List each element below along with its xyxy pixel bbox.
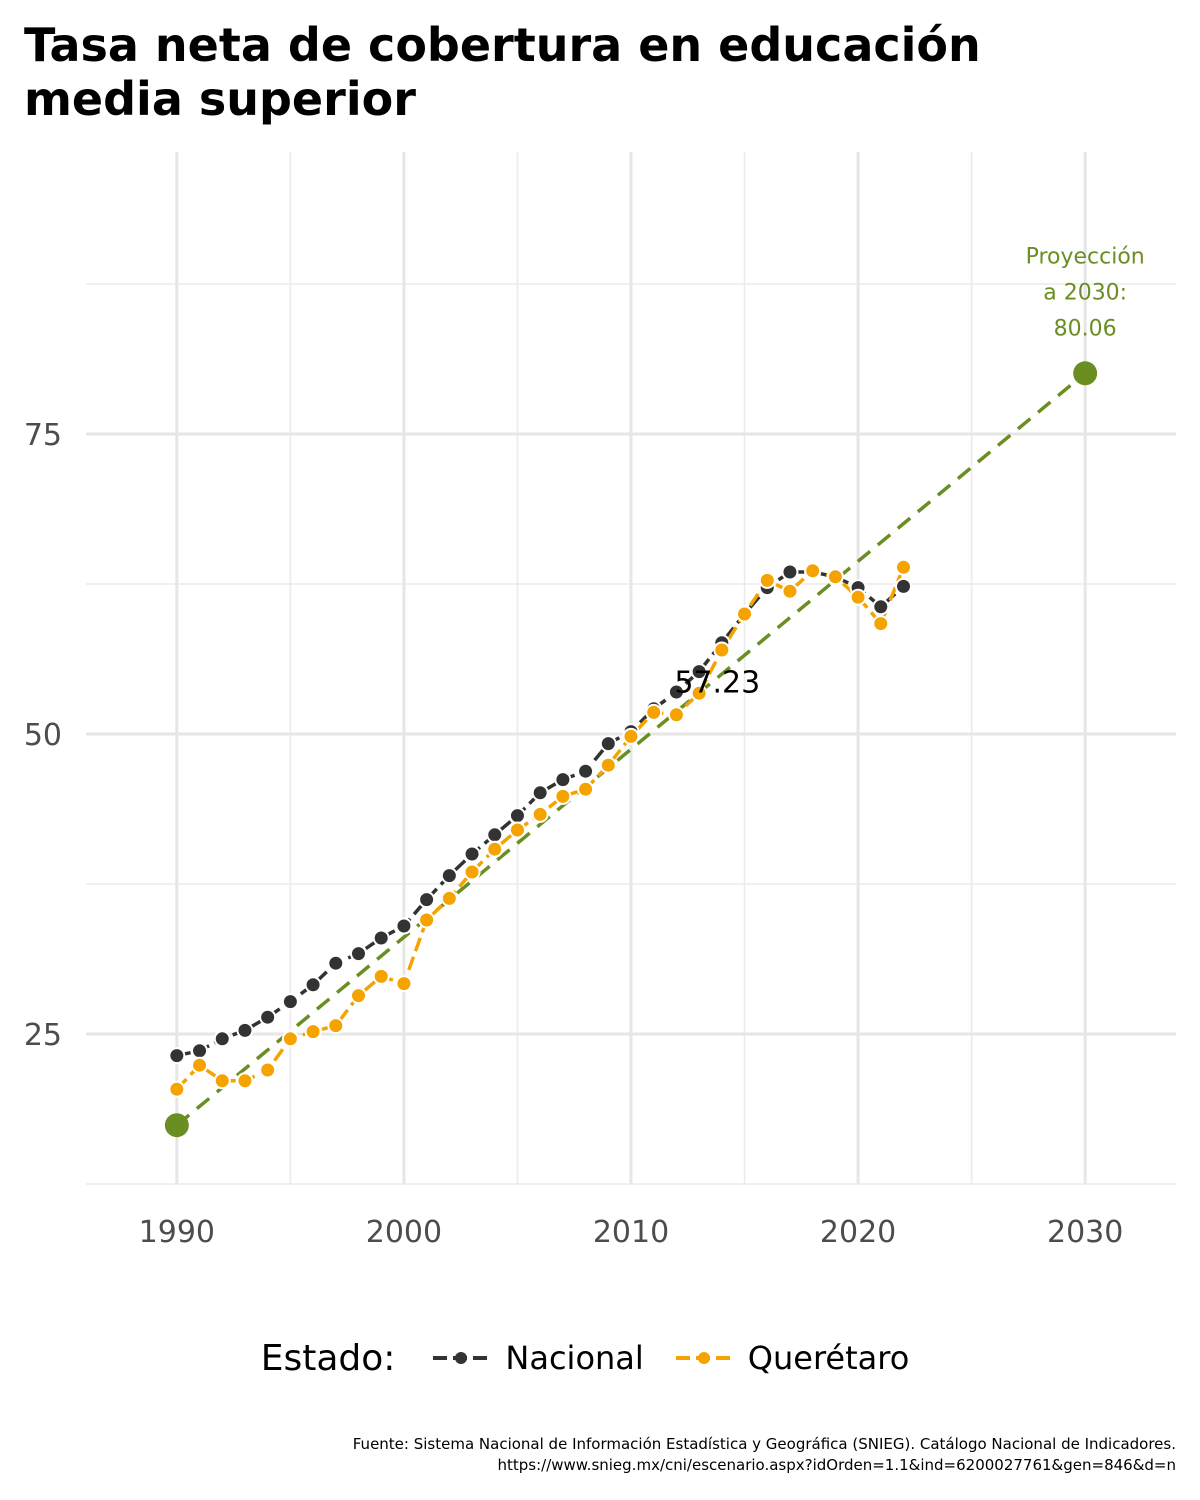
data-point-1 bbox=[372, 967, 390, 985]
data-point-0 bbox=[872, 598, 890, 616]
data-point-1 bbox=[781, 582, 799, 600]
series-line-1 bbox=[175, 566, 906, 1091]
data-point-1 bbox=[758, 571, 776, 589]
legend-label-queretaro: Querétaro bbox=[747, 1339, 910, 1377]
data-point-1 bbox=[690, 684, 708, 702]
caption-line-1: Fuente: Sistema Nacional de Información … bbox=[352, 1435, 1176, 1453]
data-point-0 bbox=[781, 563, 799, 581]
projection-start-point bbox=[164, 1113, 189, 1138]
legend-entry-nacional: Nacional bbox=[431, 1339, 644, 1377]
projection-end-point bbox=[1073, 361, 1098, 386]
data-point-1 bbox=[304, 1023, 322, 1041]
data-point-0 bbox=[236, 1021, 254, 1039]
source-caption: Fuente: Sistema Nacional de Información … bbox=[26, 1434, 1176, 1476]
x-tick-label: 2020 bbox=[820, 1215, 896, 1250]
series bbox=[168, 558, 912, 1098]
data-point-0 bbox=[372, 929, 390, 947]
data-point-0 bbox=[508, 807, 526, 825]
data-point-1 bbox=[554, 787, 572, 805]
data-point-1 bbox=[577, 780, 595, 798]
data-point-1 bbox=[804, 562, 822, 580]
data-point-1 bbox=[259, 1061, 277, 1079]
y-tick-label: 50 bbox=[24, 718, 62, 753]
data-point-1 bbox=[440, 889, 458, 907]
x-tick-label: 1990 bbox=[139, 1215, 215, 1250]
data-point-0 bbox=[667, 683, 685, 701]
x-tick-label: 2010 bbox=[593, 1215, 669, 1250]
data-point-0 bbox=[440, 867, 458, 885]
projection-label-line: 80.06 bbox=[1054, 316, 1117, 341]
data-point-1 bbox=[531, 805, 549, 823]
projection-label-line: Proyección bbox=[1026, 244, 1145, 269]
data-point-1 bbox=[872, 615, 890, 633]
data-point-0 bbox=[350, 945, 367, 963]
data-point-1 bbox=[395, 975, 413, 993]
legend-title: Estado: bbox=[260, 1337, 396, 1379]
annotation-label: 57.23 bbox=[674, 665, 760, 700]
legend-entry-queretaro: Querétaro bbox=[674, 1339, 909, 1377]
data-point-0 bbox=[531, 784, 549, 802]
legend-key-dot bbox=[455, 1352, 468, 1364]
data-point-1 bbox=[327, 1017, 345, 1035]
data-point-1 bbox=[622, 727, 640, 745]
data-point-1 bbox=[508, 821, 526, 839]
grid bbox=[86, 152, 1176, 1185]
data-point-1 bbox=[826, 568, 844, 586]
data-point-0 bbox=[213, 1030, 231, 1048]
data-point-1 bbox=[236, 1072, 254, 1090]
data-point-0 bbox=[327, 954, 345, 972]
data-point-1 bbox=[281, 1030, 299, 1048]
data-point-1 bbox=[350, 987, 367, 1005]
data-point-0 bbox=[463, 845, 481, 863]
data-point-0 bbox=[577, 762, 595, 780]
legend-key-nacional bbox=[433, 1352, 490, 1364]
legend-key-queretaro bbox=[675, 1352, 732, 1364]
data-point-1 bbox=[645, 703, 663, 721]
chart-title: Tasa neta de cobertura en educación medi… bbox=[24, 18, 981, 126]
data-point-1 bbox=[418, 911, 436, 929]
legend-key-dot bbox=[697, 1352, 710, 1364]
series-line-0 bbox=[176, 570, 905, 1058]
data-point-0 bbox=[168, 1047, 186, 1065]
projection-line bbox=[175, 371, 1087, 1127]
data-point-0 bbox=[395, 917, 413, 935]
annotations: Proyección a 2030: 80.06 57.23 bbox=[674, 244, 1144, 700]
y-tick-label: 75 bbox=[24, 418, 62, 453]
data-point-0 bbox=[554, 771, 572, 789]
data-point-1 bbox=[486, 840, 504, 858]
line-chart: 1990 2000 2010 2020 2030 25 50 75 Proyección a 2… bbox=[24, 152, 1176, 1250]
data-point-0 bbox=[191, 1042, 209, 1060]
legend: Estado: Nacional Querétaro bbox=[0, 1330, 1200, 1386]
data-point-0 bbox=[304, 976, 322, 994]
x-tick-label: 2000 bbox=[366, 1215, 442, 1250]
data-point-0 bbox=[418, 891, 436, 909]
data-point-0 bbox=[895, 577, 912, 595]
data-point-0 bbox=[599, 735, 617, 753]
y-tick-label: 25 bbox=[24, 1018, 62, 1053]
x-tick-label: 2030 bbox=[1047, 1215, 1123, 1250]
caption-line-2: https://www.snieg.mx/cni/escenario.aspx?… bbox=[497, 1456, 1176, 1474]
data-point-1 bbox=[191, 1056, 209, 1074]
projection-label-line: a 2030: bbox=[1043, 280, 1127, 305]
data-point-1 bbox=[213, 1072, 231, 1090]
data-point-0 bbox=[486, 826, 504, 844]
data-point-1 bbox=[895, 558, 912, 576]
data-point-1 bbox=[168, 1080, 186, 1098]
axis-labels: 1990 2000 2010 2020 2030 25 50 75 bbox=[24, 418, 1124, 1250]
data-point-0 bbox=[259, 1008, 277, 1026]
data-point-1 bbox=[667, 706, 685, 724]
data-point-1 bbox=[736, 605, 754, 623]
data-point-0 bbox=[281, 993, 299, 1011]
data-point-1 bbox=[463, 863, 481, 881]
data-point-1 bbox=[713, 641, 731, 659]
legend-label-nacional: Nacional bbox=[505, 1339, 644, 1377]
data-point-1 bbox=[849, 588, 867, 606]
data-point-0 bbox=[690, 663, 708, 681]
data-point-1 bbox=[599, 756, 617, 774]
projection bbox=[164, 361, 1098, 1138]
